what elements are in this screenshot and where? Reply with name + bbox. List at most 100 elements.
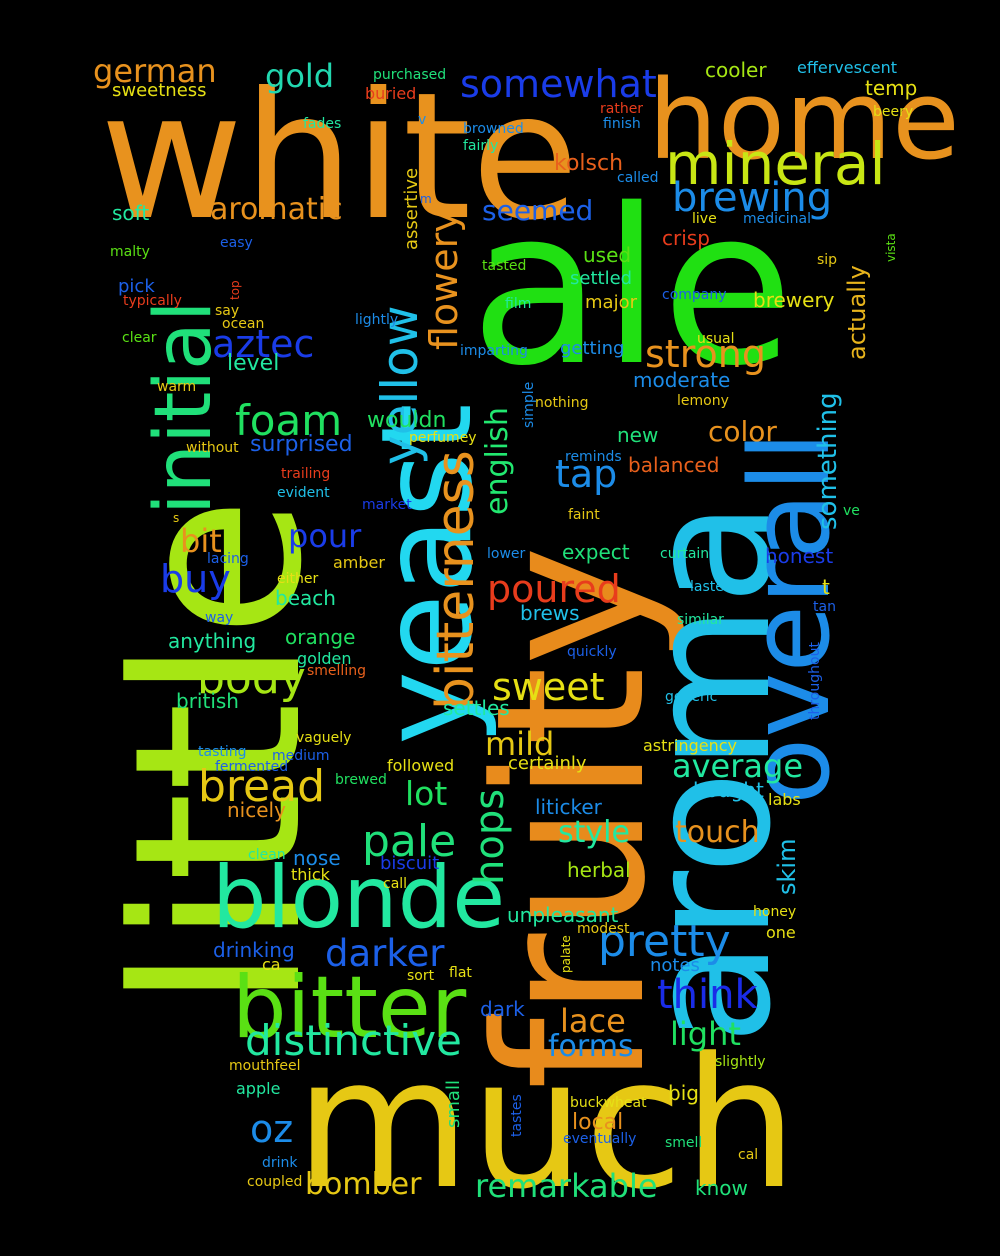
word-medicinal: medicinal xyxy=(743,211,811,227)
word-market: market xyxy=(362,497,412,513)
word-unpleasant: unpleasant xyxy=(507,903,619,927)
word-beach: beach xyxy=(275,586,336,610)
word-generic: generic xyxy=(665,689,718,705)
word-blonde: blonde xyxy=(212,848,506,948)
word-sweet: sweet xyxy=(492,665,605,709)
word-local: local xyxy=(572,1110,624,1135)
word-kolsch: kolsch xyxy=(554,151,624,176)
word-major: major xyxy=(585,292,637,313)
word-nicely: nicely xyxy=(227,798,286,822)
word-surprised: surprised xyxy=(250,432,353,457)
word-lower: lower xyxy=(487,546,526,562)
word-easy: easy xyxy=(220,235,253,251)
word-big: big xyxy=(668,1081,699,1105)
word-brewing: brewing xyxy=(672,175,833,221)
word-used: used xyxy=(583,243,632,267)
word-imparting: imparting xyxy=(460,343,528,359)
word-perfumey: perfumey xyxy=(409,430,477,446)
word-soft: soft xyxy=(112,201,150,225)
word-poured: poured xyxy=(487,567,621,611)
word-english: english xyxy=(480,407,515,515)
word-pretty: pretty xyxy=(598,916,731,967)
word-bitter: bitter xyxy=(232,958,467,1058)
word-eventually: eventually xyxy=(563,1131,637,1147)
word-seemed: seemed xyxy=(482,194,594,227)
word-tan: tan xyxy=(813,599,836,615)
word-golden: golden xyxy=(297,649,352,668)
word-herbal: herbal xyxy=(567,858,631,882)
word-smell: smell xyxy=(665,1135,703,1151)
word-temp: temp xyxy=(865,76,918,100)
word-ocean: ocean xyxy=(222,316,265,332)
word-modest: modest xyxy=(577,921,630,937)
word-smelling: smelling xyxy=(307,663,366,679)
word-flat: flat xyxy=(449,965,472,981)
word-dark: dark xyxy=(480,997,525,1021)
word-body: body xyxy=(197,653,306,704)
word-orange: orange xyxy=(285,625,356,649)
word-ve: ve xyxy=(843,503,860,519)
word-style: style xyxy=(558,815,630,850)
word-actually: actually xyxy=(843,265,871,360)
word-faint: faint xyxy=(568,507,600,523)
word-aromatic: aromatic xyxy=(210,192,343,227)
word-bit: bit xyxy=(180,522,222,560)
word-trailing: trailing xyxy=(281,466,331,482)
word-vaguely: vaguely xyxy=(296,730,352,746)
word-ca: ca xyxy=(262,955,281,974)
word-light: light xyxy=(670,1015,741,1053)
word-british: british xyxy=(176,689,239,713)
word-tasting: tasting xyxy=(198,744,247,760)
word-certainly: certainly xyxy=(508,753,587,774)
word-hops: hops xyxy=(467,788,513,885)
word-ale: ale xyxy=(470,162,794,413)
word-fairly: fairly xyxy=(463,138,499,154)
word-settles: settles xyxy=(443,696,510,720)
word-buy: buy xyxy=(160,557,231,601)
word-distinctive: distinctive xyxy=(245,1016,462,1065)
word-buried: buried xyxy=(365,84,417,103)
word-astringency: astringency xyxy=(643,736,737,755)
word-color: color xyxy=(708,415,777,448)
word-foam: foam xyxy=(235,396,343,445)
word-home: home xyxy=(648,56,960,184)
word-crisp: crisp xyxy=(662,226,710,250)
word-new: new xyxy=(617,423,659,447)
word-palate: palate xyxy=(559,935,573,973)
word-somewhat: somewhat xyxy=(460,62,657,106)
word-assertive: assertive xyxy=(401,167,422,250)
word-usual: usual xyxy=(697,331,735,347)
word-clear: clear xyxy=(122,330,157,346)
word-cooler: cooler xyxy=(705,58,767,82)
word-aztec: aztec xyxy=(212,322,315,366)
word-either: either xyxy=(277,571,319,587)
word-strong: strong xyxy=(645,332,766,376)
word-lightly: lightly xyxy=(355,312,399,328)
word-german: german xyxy=(93,52,217,90)
word-pour: pour xyxy=(288,517,362,555)
word-tap: tap xyxy=(555,452,618,496)
word-vista: vista xyxy=(884,233,898,262)
word-purchased: purchased xyxy=(373,67,447,83)
word-liticker: liticker xyxy=(535,795,602,819)
word-beery: beery xyxy=(873,104,914,120)
word-followed: followed xyxy=(387,756,455,775)
word-labs: labs xyxy=(768,790,801,809)
word-forms: forms xyxy=(548,1029,634,1064)
word-flowery: flowery xyxy=(422,210,466,350)
word-bomber: bomber xyxy=(305,1167,422,1202)
word-fermented: fermented xyxy=(215,759,289,775)
word-gold: gold xyxy=(265,57,335,95)
word-white: white xyxy=(100,56,579,259)
word-throughout: throughout xyxy=(807,642,823,720)
word-tastes: tastes xyxy=(509,1094,525,1137)
word-brewed: brewed xyxy=(335,772,387,788)
word-honey: honey xyxy=(753,904,797,920)
word-pick: pick xyxy=(118,276,155,297)
word-film: film xyxy=(505,296,532,312)
word-lemony: lemony xyxy=(677,393,729,409)
word-effervescent: effervescent xyxy=(797,58,897,77)
word-know: know xyxy=(695,1176,748,1200)
word-average: average xyxy=(672,747,803,785)
